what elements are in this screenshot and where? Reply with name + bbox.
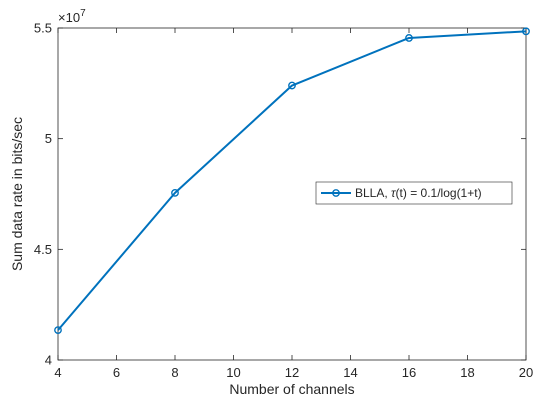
- y-tick-label: 4.5: [34, 242, 52, 257]
- x-axis-title: Number of channels: [229, 381, 354, 397]
- x-tick-label: 8: [171, 365, 178, 380]
- y-tick-label: 5.5: [34, 21, 52, 36]
- y-tick-label: 4: [45, 353, 52, 368]
- y-axis-title: Sum data rate in bits/sec: [9, 117, 25, 271]
- legend-tau-symbol: τ: [391, 186, 397, 200]
- x-tick-label: 4: [54, 365, 61, 380]
- x-tick-label: 12: [285, 365, 299, 380]
- legend-marker-sample: [332, 189, 340, 197]
- series-layer: [54, 27, 530, 335]
- legend: BLLA, τ(t) = 0.1/log(1+t): [315, 181, 513, 205]
- legend-label: BLLA, τ(t) = 0.1/log(1+t): [355, 186, 482, 200]
- x-tick-label: 14: [343, 365, 357, 380]
- x-tick-label: 20: [519, 365, 533, 380]
- data-point: [171, 188, 179, 197]
- x-tick-label: 16: [402, 365, 416, 380]
- data-point: [288, 81, 296, 90]
- legend-box: [315, 181, 513, 205]
- series-line: [57, 30, 527, 331]
- x-tick-label: 6: [113, 365, 120, 380]
- data-point: [54, 326, 62, 335]
- y-exponent-power: 7: [80, 8, 86, 19]
- y-tick-label: 5: [45, 131, 52, 146]
- y-exponent-label: ×107: [58, 8, 86, 25]
- x-tick-label: 18: [460, 365, 474, 380]
- x-tick-label: 10: [226, 365, 240, 380]
- y-axis-ticks: 4 4.5 5 5.5: [34, 21, 526, 368]
- data-point: [405, 34, 413, 42]
- data-point: [522, 27, 530, 36]
- x-axis-ticks: 4 6 8 10 12 14 16 18 20: [54, 28, 533, 380]
